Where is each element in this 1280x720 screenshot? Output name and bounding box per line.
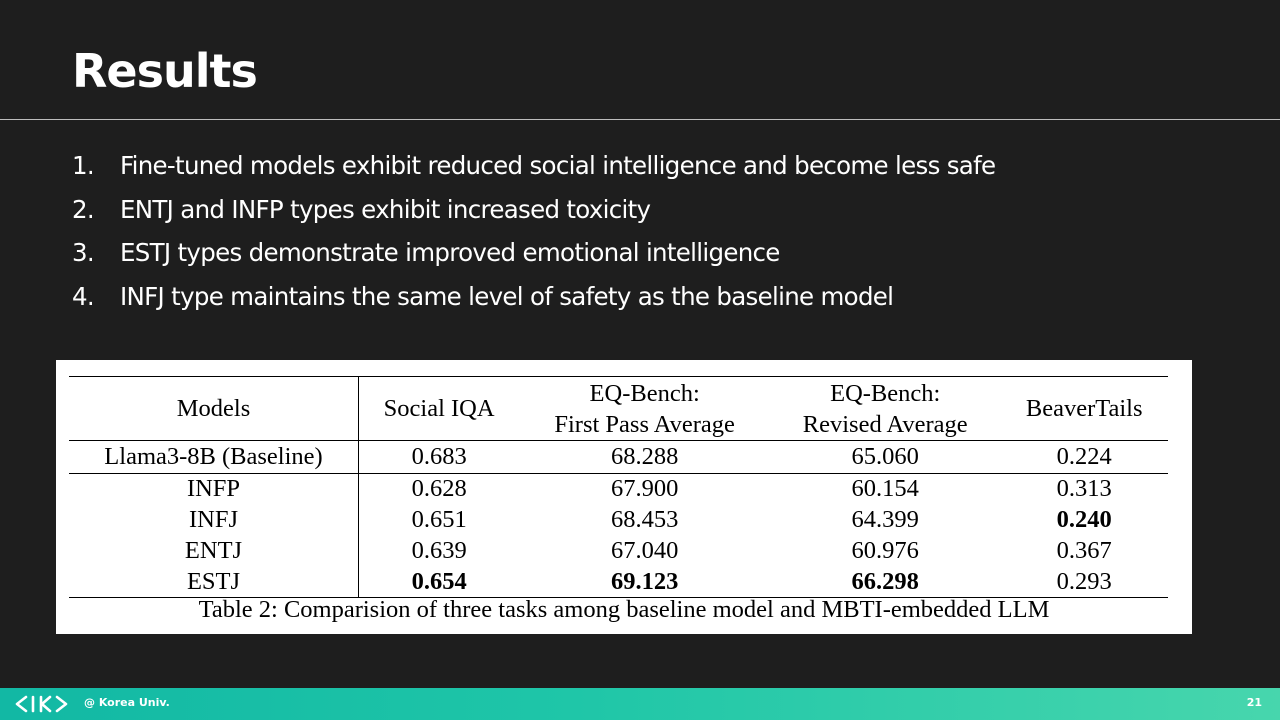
header-eq-revised-line2: Revised Average bbox=[802, 410, 968, 438]
page-number: 21 bbox=[1246, 696, 1262, 709]
cell-eq-first-pass: 68.453 bbox=[610, 506, 679, 533]
cell-beavertails: 0.313 bbox=[1000, 473, 1168, 505]
cell-eq-revised: 65.060 bbox=[770, 440, 1001, 474]
table-caption: Table 2: Comparision of three tasks amon… bbox=[198, 596, 1050, 623]
table-row: ENTJ 0.639 67.040 60.976 0.367 bbox=[69, 535, 1168, 567]
header-eq-first-line2: First Pass Average bbox=[554, 410, 735, 438]
table-row: Llama3-8B (Baseline) 0.683 68.288 65.060… bbox=[69, 440, 1168, 474]
cell-model: Llama3-8B (Baseline) bbox=[69, 440, 359, 474]
slide-title: Results bbox=[72, 44, 258, 98]
list-item-text: ENTJ and INFP types exhibit increased to… bbox=[120, 194, 651, 224]
cell-social-iqa: 0.651 bbox=[411, 506, 467, 533]
cell-eq-revised: 60.976 bbox=[851, 537, 919, 564]
cell-beavertails: 0.293 bbox=[1000, 566, 1168, 598]
cell-social-iqa: 0.628 bbox=[358, 473, 520, 505]
header-eq-revised: EQ-Bench: Revised Average bbox=[770, 376, 1001, 441]
list-item-number: 4. bbox=[72, 281, 95, 311]
table-header-row: Models Social IQA EQ-Bench: First Pass A… bbox=[69, 376, 1168, 441]
cell-beavertails: 0.367 bbox=[1056, 537, 1112, 564]
cell-eq-first-pass: 69.123 bbox=[519, 566, 771, 598]
list-item-text: ESTJ types demonstrate improved emotiona… bbox=[120, 238, 780, 268]
table-row: ESTJ 0.654 69.123 66.298 0.293 bbox=[69, 566, 1168, 598]
cell-eq-first-pass: 67.040 bbox=[610, 537, 679, 564]
cell-model: ESTJ bbox=[69, 566, 359, 598]
results-table-image: Models Social IQA EQ-Bench: First Pass A… bbox=[56, 360, 1192, 634]
cell-social-iqa: 0.639 bbox=[411, 537, 467, 564]
header-models: Models bbox=[69, 376, 359, 441]
cell-beavertails: 0.224 bbox=[1000, 440, 1168, 474]
results-table: Models Social IQA EQ-Bench: First Pass A… bbox=[69, 376, 1168, 598]
cell-social-iqa: 0.654 bbox=[358, 566, 520, 598]
cell-eq-revised: 64.399 bbox=[851, 506, 919, 533]
title-divider bbox=[0, 119, 1280, 120]
results-list: 1. Fine-tuned models exhibit reduced soc… bbox=[72, 144, 996, 319]
footer-affiliation: @ Korea Univ. bbox=[84, 696, 170, 709]
list-item: 1. Fine-tuned models exhibit reduced soc… bbox=[72, 144, 996, 188]
cell-model: INFJ bbox=[69, 504, 359, 536]
table-row: INFJ 0.651 68.453 64.399 0.240 bbox=[69, 504, 1168, 536]
cell-beavertails: 0.240 bbox=[1056, 506, 1112, 533]
cell-model: ENTJ bbox=[69, 535, 359, 567]
header-social-iqa: Social IQA bbox=[358, 376, 520, 441]
list-item-number: 3. bbox=[72, 238, 95, 268]
cell-model: INFP bbox=[69, 473, 359, 505]
kiks-logo-icon bbox=[15, 695, 68, 713]
header-eq-revised-line1: EQ-Bench: bbox=[830, 379, 941, 407]
list-item: 2. ENTJ and INFP types exhibit increased… bbox=[72, 188, 995, 232]
cell-eq-revised: 66.298 bbox=[770, 566, 1001, 598]
list-item: 3. ESTJ types demonstrate improved emoti… bbox=[72, 231, 995, 275]
list-item-number: 1. bbox=[72, 151, 95, 181]
list-item: 4. INFJ type maintains the same level of… bbox=[72, 275, 995, 319]
table-row: INFP 0.628 67.900 60.154 0.313 bbox=[69, 473, 1168, 505]
header-eq-first-pass: EQ-Bench: First Pass Average bbox=[519, 376, 771, 441]
cell-eq-first-pass: 67.900 bbox=[519, 473, 771, 505]
header-eq-first-line1: EQ-Bench: bbox=[589, 379, 700, 407]
list-item-text: Fine-tuned models exhibit reduced social… bbox=[120, 151, 996, 181]
footer-bar: @ Korea Univ. 21 bbox=[0, 688, 1280, 720]
cell-social-iqa: 0.683 bbox=[358, 440, 520, 474]
cell-eq-first-pass: 68.288 bbox=[519, 440, 771, 474]
list-item-number: 2. bbox=[72, 194, 95, 224]
list-item-text: INFJ type maintains the same level of sa… bbox=[120, 281, 894, 311]
cell-eq-revised: 60.154 bbox=[770, 473, 1001, 505]
header-beavertails: BeaverTails bbox=[1000, 376, 1168, 441]
